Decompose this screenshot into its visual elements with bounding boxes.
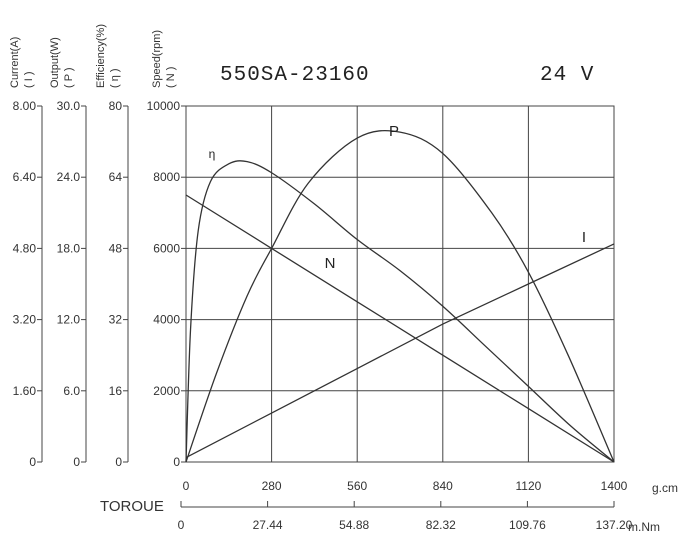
efficiency-tick-label: 0 bbox=[115, 455, 122, 469]
current-tick-label: 4.80 bbox=[13, 241, 37, 255]
mnm-tick-label: 27.44 bbox=[253, 518, 283, 532]
curves bbox=[185, 129, 615, 463]
gcm-unit-label: g.cm bbox=[652, 481, 678, 495]
mnm-tick-label: 54.88 bbox=[339, 518, 369, 532]
curve-label-efficiency: η bbox=[209, 147, 216, 161]
efficiency-tick-label: 80 bbox=[109, 99, 123, 113]
curve-P bbox=[185, 129, 615, 463]
current-tick-label: 3.20 bbox=[13, 313, 37, 327]
mnm-tick-label: 137.20 bbox=[596, 518, 633, 532]
gcm-tick-label: 840 bbox=[433, 479, 453, 493]
gcm-tick-label: 1120 bbox=[515, 479, 541, 493]
output-tick-label: 24.0 bbox=[57, 170, 81, 184]
gcm-tick-label: 560 bbox=[347, 479, 367, 493]
output-tick-label: 6.0 bbox=[63, 384, 80, 398]
curve-efficiency bbox=[185, 160, 615, 463]
gcm-tick-label: 280 bbox=[262, 479, 282, 493]
curve-label-N: N bbox=[325, 255, 336, 272]
current-tick-label: 8.00 bbox=[13, 99, 37, 113]
current-axis-label: Current(A) bbox=[9, 37, 21, 88]
efficiency-tick-label: 16 bbox=[109, 384, 123, 398]
output-tick-label: 12.0 bbox=[57, 313, 81, 327]
efficiency-tick-label: 48 bbox=[109, 241, 123, 255]
output-tick-label: 30.0 bbox=[57, 99, 81, 113]
axes bbox=[37, 105, 615, 508]
current-tick-label: 6.40 bbox=[13, 170, 37, 184]
efficiency-tick-label: 32 bbox=[109, 313, 123, 327]
speed-tick-label: 0 bbox=[173, 455, 180, 469]
output-axis-label: Output(W) bbox=[49, 37, 61, 88]
tick-labels: 0 1.60 3.20 4.80 6.40 8.00 0 6.0 12.0 18.0 24.0 30.… bbox=[13, 99, 678, 534]
speed-tick-label: 6000 bbox=[153, 241, 180, 255]
current-axis-symbol: ( I ) bbox=[23, 72, 35, 89]
curve-label-I: I bbox=[582, 229, 586, 246]
speed-tick-label: 8000 bbox=[153, 170, 180, 184]
current-tick-label: 1.60 bbox=[13, 384, 37, 398]
curve-label-P: P bbox=[389, 123, 399, 140]
mnm-tick-label: 109.76 bbox=[509, 518, 546, 532]
mnm-unit-label: m.Nm bbox=[628, 520, 660, 534]
efficiency-tick-label: 64 bbox=[109, 170, 123, 184]
plot-frame bbox=[185, 105, 615, 463]
efficiency-axis-label: Efficiency(%) bbox=[95, 24, 107, 88]
mnm-tick-label: 82.32 bbox=[426, 518, 456, 532]
efficiency-axis-symbol: ( η ) bbox=[109, 68, 121, 88]
output-tick-label: 0 bbox=[73, 455, 80, 469]
speed-tick-label: 10000 bbox=[147, 99, 181, 113]
voltage-label: 24 V bbox=[540, 64, 594, 87]
gcm-tick-label: 1400 bbox=[601, 479, 628, 493]
speed-tick-label: 2000 bbox=[153, 384, 180, 398]
chart-title: 550SA-23160 bbox=[220, 64, 370, 87]
speed-axis-label: Speed(rpm) bbox=[151, 30, 163, 88]
output-axis-symbol: ( P ) bbox=[63, 67, 75, 88]
speed-tick-label: 4000 bbox=[153, 313, 180, 327]
output-tick-label: 18.0 bbox=[57, 241, 81, 255]
current-tick-label: 0 bbox=[29, 455, 36, 469]
grid bbox=[185, 105, 615, 463]
curve-N bbox=[185, 194, 615, 463]
torque-label: TOROUE bbox=[100, 498, 164, 515]
mnm-tick-label: 0 bbox=[178, 518, 185, 532]
gcm-tick-label: 0 bbox=[183, 479, 190, 493]
speed-axis-symbol: ( N ) bbox=[165, 67, 177, 88]
curve-I bbox=[185, 243, 615, 459]
